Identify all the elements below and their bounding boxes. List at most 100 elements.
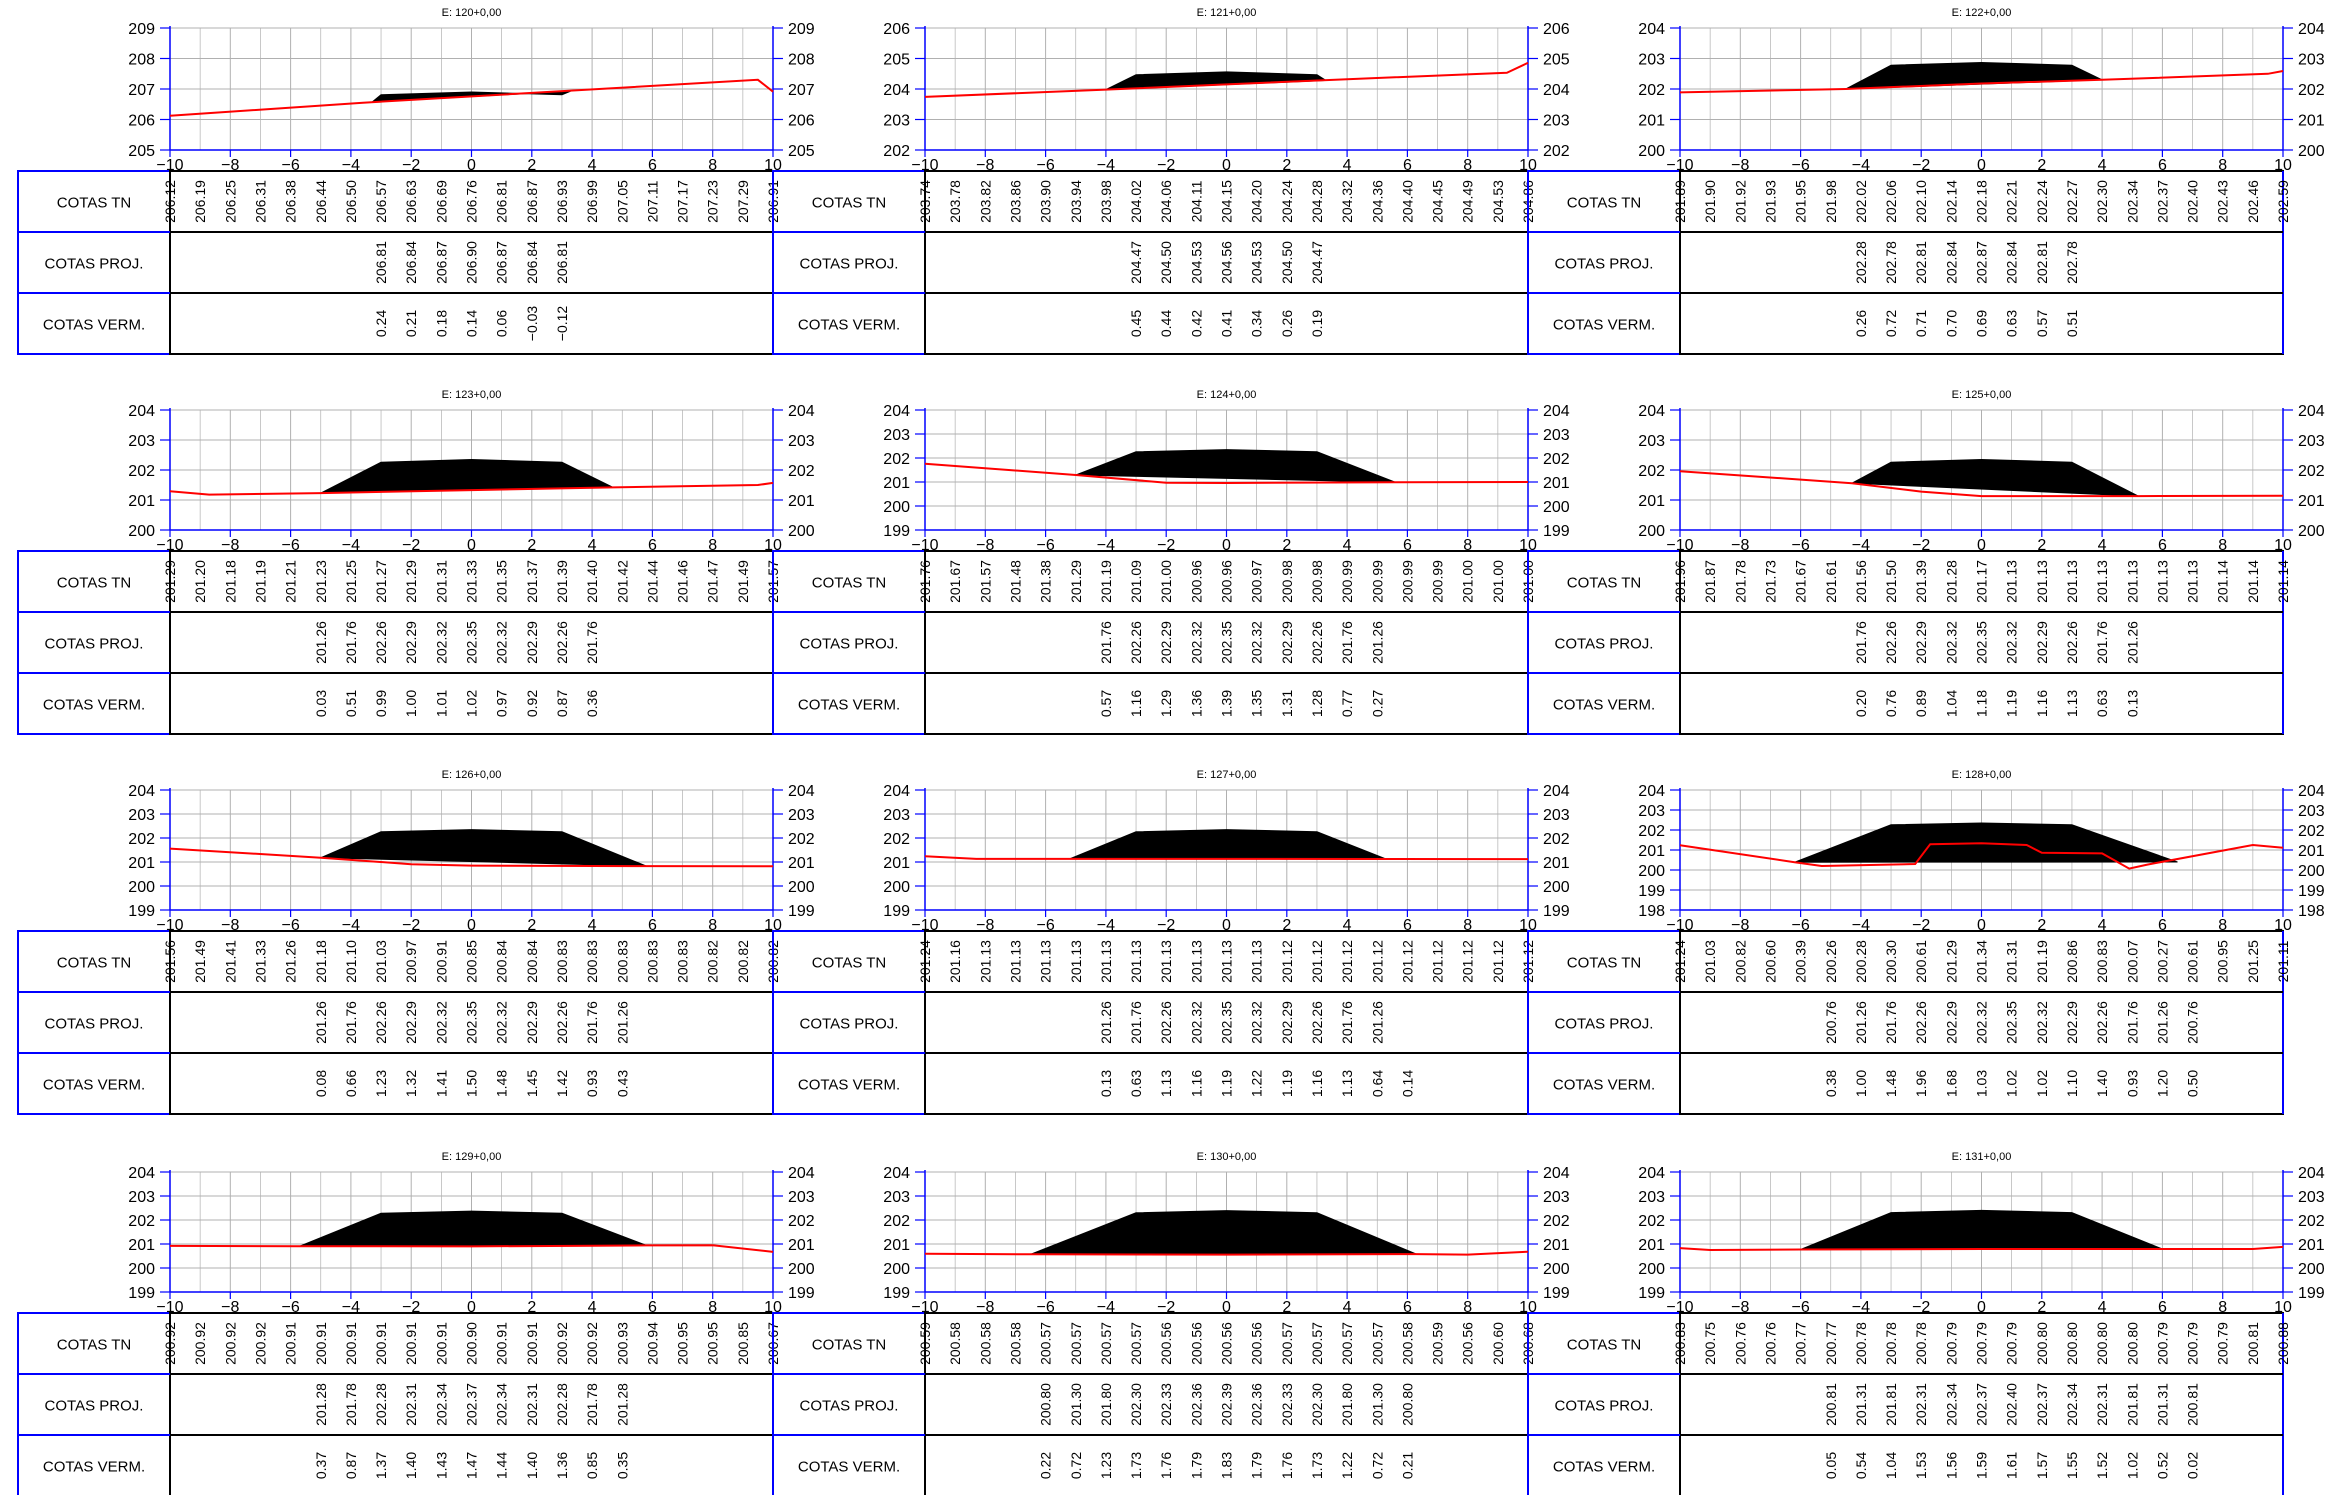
table-row-label: COTAS PROJ.	[45, 256, 144, 273]
table-value: 204.53	[1188, 241, 1204, 284]
x-tick-label: 6	[1403, 1299, 1412, 1316]
table-value: 202.24	[2034, 180, 2050, 223]
table-value: 202.35	[464, 621, 480, 664]
y-tick-label-right: 201	[1543, 1237, 1570, 1254]
y-tick-label-left: 202	[1638, 823, 1665, 840]
table-value: 1.10	[2064, 1070, 2080, 1097]
x-tick-label: −6	[1036, 157, 1054, 174]
table-value: 201.76	[584, 1001, 600, 1044]
y-tick-label-right: 202	[2298, 82, 2325, 99]
table-value: 201.39	[1913, 560, 1929, 603]
table-value: 200.83	[644, 940, 660, 983]
table-value: 202.32	[2034, 1001, 2050, 1044]
table-value: 1.73	[1309, 1452, 1325, 1479]
table-value: 201.29	[1943, 940, 1959, 983]
table-value: 201.27	[373, 560, 389, 603]
y-tick-label-left: 201	[883, 855, 910, 872]
y-tick-label-left: 204	[883, 783, 910, 800]
y-tick-label-left: 203	[128, 807, 155, 824]
table-value: 1.56	[1943, 1452, 1959, 1479]
y-tick-label-left: 202	[1638, 463, 1665, 480]
table-value: 0.51	[343, 690, 359, 717]
table-value: 1.13	[2064, 690, 2080, 717]
y-tick-label-right: 205	[788, 143, 815, 160]
table-value: 202.29	[524, 1001, 540, 1044]
table-value: 0.57	[1098, 690, 1114, 717]
table-value: 1.68	[1943, 1070, 1959, 1097]
x-tick-label: −6	[1036, 1299, 1054, 1316]
table-row-label: COTAS PROJ.	[800, 1016, 899, 1033]
table-value: 204.15	[1219, 180, 1235, 223]
y-tick-label-left: 200	[128, 1261, 155, 1278]
table-value: 200.56	[1188, 1322, 1204, 1365]
table-value: 200.77	[1793, 1322, 1809, 1365]
table-value: 200.79	[2215, 1322, 2231, 1365]
table-value: 201.76	[2094, 621, 2110, 664]
y-tick-label-right: 202	[788, 463, 815, 480]
table-value: 201.19	[2034, 940, 2050, 983]
table-row-label: COTAS VERM.	[43, 1077, 145, 1094]
table-value: 0.14	[464, 310, 480, 337]
table-value: 200.99	[1430, 560, 1446, 603]
y-tick-label-right: 202	[2298, 463, 2325, 480]
table-value: 200.79	[2154, 1322, 2170, 1365]
y-tick-label-left: 201	[128, 1237, 155, 1254]
y-tick-label-left: 203	[128, 1189, 155, 1206]
table-value: 202.26	[554, 1001, 570, 1044]
table-value: 202.34	[494, 1383, 510, 1426]
table-value: 202.26	[554, 621, 570, 664]
section-title: E: 128+0,00	[1952, 769, 2012, 781]
table-value: 200.99	[1399, 560, 1415, 603]
table-row-label: COTAS VERM.	[798, 697, 900, 714]
table-value: 0.18	[433, 310, 449, 337]
table-value: 201.26	[313, 621, 329, 664]
table-value: 0.87	[343, 1452, 359, 1479]
table-value: 201.21	[283, 560, 299, 603]
x-tick-label: −10	[911, 1299, 938, 1316]
y-tick-label-right: 203	[1543, 807, 1570, 824]
table-value: 201.13	[2154, 560, 2170, 603]
table-value: 201.13	[1158, 940, 1174, 983]
table-value: 207.23	[705, 180, 721, 223]
y-tick-label-right: 199	[1543, 903, 1570, 920]
x-tick-label: 2	[527, 537, 536, 554]
table-value: 1.19	[1279, 1070, 1295, 1097]
table-value: 200.28	[1853, 940, 1869, 983]
y-tick-label-right: 199	[788, 1285, 815, 1302]
x-tick-label: 10	[1519, 1299, 1537, 1316]
table-value: 200.80	[2094, 1322, 2110, 1365]
table-value: 202.29	[1943, 1001, 1959, 1044]
y-tick-label-left: 201	[1638, 493, 1665, 510]
x-tick-label: 4	[1343, 1299, 1352, 1316]
table-value: 200.90	[464, 1322, 480, 1365]
x-tick-label: 8	[1463, 157, 1472, 174]
table-value: 200.93	[614, 1322, 630, 1365]
table-value: 201.35	[494, 560, 510, 603]
x-tick-label: 10	[2274, 917, 2292, 934]
x-tick-label: −6	[1791, 1299, 1809, 1316]
section-title: E: 126+0,00	[442, 769, 502, 781]
table-value: 200.78	[1883, 1322, 1899, 1365]
table-value: 1.13	[1339, 1070, 1355, 1097]
table-value: 200.80	[1399, 1383, 1415, 1426]
y-tick-label-right: 204	[788, 783, 815, 800]
x-tick-label: 0	[1977, 917, 1986, 934]
x-tick-label: 2	[527, 917, 536, 934]
table-value: 202.37	[1974, 1383, 1990, 1426]
table-value: 201.76	[1883, 1001, 1899, 1044]
table-value: 200.81	[2245, 1322, 2261, 1365]
y-tick-label-left: 204	[128, 783, 155, 800]
y-tick-label-left: 204	[883, 82, 910, 99]
table-value: 0.97	[494, 690, 510, 717]
x-tick-label: −4	[342, 157, 360, 174]
table-value: 1.42	[554, 1070, 570, 1097]
table-value: 201.18	[313, 940, 329, 983]
table-value: 202.34	[2064, 1383, 2080, 1426]
table-value: 200.76	[1732, 1322, 1748, 1365]
x-tick-label: −4	[1097, 537, 1115, 554]
table-value: 0.76	[1883, 690, 1899, 717]
table-value: 202.34	[1943, 1383, 1959, 1426]
y-tick-label-left: 207	[128, 82, 155, 99]
